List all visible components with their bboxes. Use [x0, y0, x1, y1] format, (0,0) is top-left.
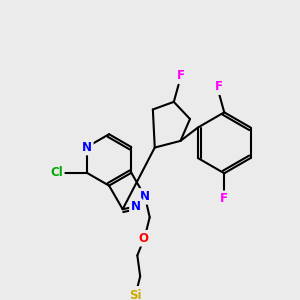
Text: F: F	[176, 69, 184, 82]
Text: Si: Si	[129, 289, 142, 300]
Text: N: N	[140, 190, 150, 203]
Text: Cl: Cl	[50, 166, 63, 179]
Text: O: O	[138, 232, 148, 245]
Text: F: F	[214, 80, 223, 93]
Text: N: N	[131, 200, 141, 213]
Text: F: F	[220, 193, 228, 206]
Text: N: N	[82, 141, 92, 154]
